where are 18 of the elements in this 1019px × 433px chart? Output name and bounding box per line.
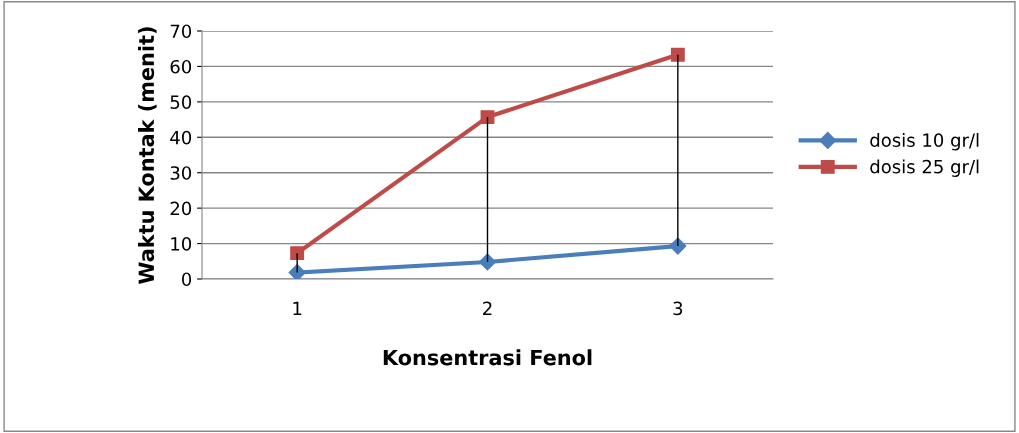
- y-tick-label: 50: [170, 95, 192, 109]
- x-tick-label: 3: [673, 301, 683, 316]
- y-tick-label: 30: [170, 166, 192, 180]
- y-tick-label: 60: [170, 59, 192, 74]
- point: [670, 47, 685, 62]
- x-tick-label: 2: [483, 301, 492, 315]
- legend-label: dosis 25 gr/l: [870, 159, 979, 177]
- x-axis-title: Konsentrasi Fenol: [383, 349, 592, 366]
- y-tick-label: 10: [171, 237, 192, 251]
- y-tick-label: 0: [181, 272, 192, 287]
- y-tick-label: 20: [170, 201, 192, 216]
- legend-label: dosis 10 gr/l: [870, 133, 979, 151]
- point: [290, 246, 305, 261]
- x-tick-label: 1: [293, 301, 302, 315]
- y-tick-label: 70: [170, 24, 192, 39]
- y-axis-title: Waktu Kontak (menit): [138, 27, 157, 284]
- point: [480, 110, 495, 125]
- y-tick-label: 40: [170, 130, 192, 145]
